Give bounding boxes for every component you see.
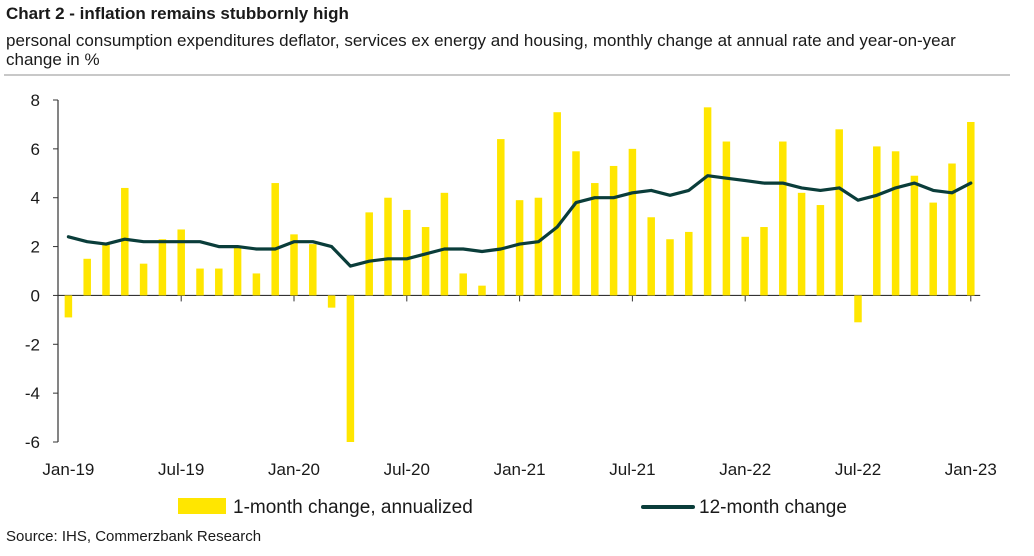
- bar: [365, 212, 373, 296]
- legend-label-bar: 1-month change, annualized: [233, 497, 473, 518]
- chart-subtitle: personal consumption expenditures deflat…: [6, 31, 956, 69]
- bar: [421, 227, 430, 296]
- legend: 1-month change, annualized 12-month chang…: [178, 497, 847, 518]
- bar: [440, 192, 449, 296]
- bar: [252, 273, 261, 296]
- legend-swatch-bar: [178, 498, 226, 514]
- bar: [121, 187, 129, 296]
- source-note: Source: IHS, Commerzbank Research: [6, 528, 262, 545]
- bar: [722, 141, 731, 296]
- bar: [854, 295, 862, 323]
- bar: [779, 141, 787, 296]
- bar: [741, 236, 749, 296]
- y-tick-label: 6: [31, 140, 40, 159]
- bar: [64, 295, 73, 318]
- bar: [215, 268, 223, 296]
- y-tick-label: 0: [31, 286, 40, 305]
- bar: [891, 151, 900, 296]
- bar: [497, 139, 505, 296]
- bar: [403, 209, 411, 296]
- bar: [948, 163, 956, 296]
- legend-label-line: 12-month change: [699, 497, 847, 518]
- x-tick-label: Jan-22: [719, 460, 771, 479]
- bar: [873, 146, 881, 296]
- chart-title: Chart 2 - inflation remains stubbornly h…: [6, 4, 349, 23]
- bar: [797, 192, 806, 296]
- x-tick-label: Jul-21: [609, 460, 655, 479]
- x-tick-label: Jan-20: [268, 460, 320, 479]
- bar: [196, 268, 204, 296]
- bar-series: [64, 107, 975, 442]
- x-tick-label: Jul-20: [384, 460, 430, 479]
- bar: [309, 244, 317, 296]
- bar: [816, 205, 825, 296]
- y-tick-label: 8: [31, 91, 40, 110]
- x-axis: Jan-19 Jul-19 Jan-20 Jul-20 Jan-21 Jul-21 Jan-…: [42, 294, 997, 479]
- bar: [910, 175, 919, 296]
- bar: [685, 231, 693, 296]
- x-tick-label: Jan-23: [945, 460, 997, 479]
- bar: [967, 121, 975, 296]
- line-12-month: [66, 174, 973, 268]
- bar: [177, 229, 185, 296]
- x-tick-label: Jan-21: [494, 460, 546, 479]
- line-series: [66, 174, 973, 268]
- bar: [158, 239, 167, 296]
- y-axis: 8 6 4 2 0 -2 -4 -6: [25, 91, 59, 452]
- bar: [929, 202, 937, 296]
- bar: [553, 112, 561, 296]
- bar: [102, 244, 110, 296]
- bar: [459, 273, 467, 296]
- bar: [327, 295, 336, 308]
- bar: [609, 165, 618, 296]
- y-tick-label: -6: [25, 433, 40, 452]
- y-tick-label: 2: [31, 238, 40, 257]
- bar: [534, 197, 543, 296]
- bar: [835, 129, 843, 296]
- bar: [647, 217, 655, 296]
- y-tick-label: -4: [25, 384, 40, 403]
- bar: [271, 183, 279, 296]
- bar: [233, 246, 242, 296]
- bar: [346, 295, 355, 442]
- bar: [290, 234, 298, 296]
- bar: [83, 258, 91, 296]
- bar: [703, 107, 712, 296]
- bar: [478, 285, 486, 296]
- bar: [666, 239, 674, 296]
- bar: [628, 148, 637, 296]
- x-tick-label: Jul-19: [158, 460, 204, 479]
- x-tick-label: Jan-19: [42, 460, 94, 479]
- y-tick-label: 4: [31, 189, 40, 208]
- bar: [139, 263, 148, 296]
- bar: [384, 197, 392, 296]
- title-divider: [4, 74, 1010, 76]
- bar: [760, 227, 768, 296]
- bar: [572, 151, 580, 296]
- y-tick-label: -2: [25, 335, 40, 354]
- bar: [591, 183, 599, 296]
- x-tick-label: Jul-22: [835, 460, 881, 479]
- bar: [515, 200, 524, 296]
